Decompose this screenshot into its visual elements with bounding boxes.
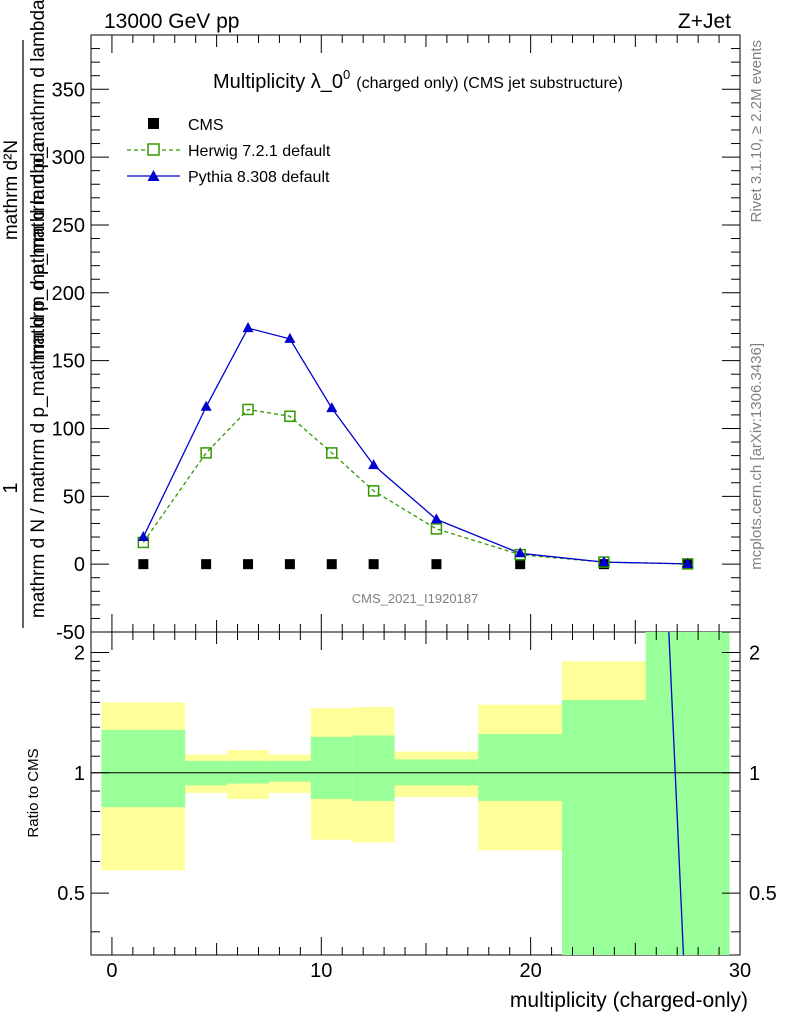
ratio-band-inner-7 (478, 734, 563, 801)
ratio-tick-label: 0.5 (57, 883, 85, 905)
legend-pythia-label: Pythia 8.308 default (188, 169, 330, 186)
y-tick-label: 50 (63, 486, 85, 508)
pythia-point (284, 332, 296, 343)
y-label-top: 1 (0, 482, 22, 493)
ratio-tick-label: 2 (74, 642, 85, 664)
ratio-tick-label-right: 2 (749, 642, 760, 664)
x-tick-label: 20 (520, 960, 542, 982)
pythia-point (682, 557, 694, 568)
pythia-point (430, 513, 442, 524)
herwig-point (200, 447, 212, 459)
ratio-bands (91, 631, 740, 956)
ratio-band-inner-9 (645, 632, 730, 955)
legend-herwig-label: Herwig 7.2.1 default (188, 143, 331, 160)
y-tick-label: 100 (52, 418, 85, 440)
herwig-point (367, 485, 380, 497)
legend-cms-label: CMS (188, 117, 224, 134)
y-label-denominator: mathrm d N / mathrm d p_mathrm d p_mathr… (28, 141, 49, 618)
y-tick-label: -50 (56, 622, 85, 644)
pythia-point (137, 531, 149, 542)
cms-point (368, 559, 379, 570)
legend-cms-marker (148, 118, 159, 129)
y-tick-label: 300 (52, 147, 85, 169)
y-tick-label: 200 (52, 283, 85, 305)
pythia-point (368, 459, 380, 470)
pythia-line (142, 327, 688, 565)
ratio-band-inner-4 (310, 736, 353, 799)
ratio-tick-label: 1 (74, 763, 85, 785)
pythia-point (242, 322, 254, 333)
ratio-tick-label-right: 0.5 (749, 883, 777, 905)
pythia-point (514, 547, 526, 558)
analysis-watermark: CMS_2021_I1920187 (352, 591, 479, 606)
cms-point (284, 559, 295, 570)
ratio-band-inner-0 (101, 729, 186, 808)
y-label-numerator-a: mathrm d²N (1, 140, 22, 240)
cms-point (243, 559, 254, 570)
ratio-band-inner-2 (227, 761, 269, 784)
ratio-y-label: Ratio to CMS (25, 748, 42, 837)
herwig-point (242, 403, 254, 416)
legend-herwig-marker (147, 143, 160, 156)
mcplots-info: mcplots.cern.ch [arXiv:1306.3436] (748, 343, 765, 570)
legend-pythia-marker (147, 170, 160, 181)
y-tick-label: 0 (74, 554, 85, 576)
x-tick-label: 0 (106, 960, 117, 982)
cms-point (326, 559, 337, 570)
herwig-point (284, 410, 296, 423)
ratio-plot-frame (90, 631, 741, 956)
pythia-point (598, 556, 610, 567)
ratio-pythia-line (668, 631, 685, 956)
ratio-tick-label-right: 1 (749, 763, 760, 785)
herwig-line (142, 408, 688, 565)
herwig-point (326, 447, 338, 459)
y-tick-label: 350 (52, 79, 85, 101)
x-axis-label: multiplicity (charged-only) (510, 989, 748, 1012)
legend: CMS Herwig 7.2.1 default Pythia 8.308 de… (127, 117, 331, 186)
cms-point (138, 559, 149, 570)
ratio-band-inner-3 (268, 761, 311, 782)
header-right: Z+Jet (678, 10, 731, 33)
cms-point (431, 559, 442, 570)
pythia-point (326, 402, 338, 413)
rivet-info: Rivet 3.1.10, ≥ 2.2M events (748, 40, 765, 223)
series-layer (137, 322, 694, 570)
y-tick-label: 150 (52, 351, 85, 373)
x-tick-label: 10 (310, 960, 332, 982)
y-axis-label: 1 mathrm d N / mathrm d p_mathrm d p_mat… (0, 0, 49, 628)
pythia-point (200, 400, 212, 411)
ratio-band-inner-5 (352, 735, 395, 801)
main-axis-ticks: -50 0 50 100 150 200 250 300 350 0 10 20 30 (52, 35, 751, 982)
cms-point (201, 559, 212, 570)
ratio-axis-ticks: 0.5 0.5 1 1 2 2 (57, 642, 777, 933)
y-label-numerator-b: mathrm d p_mathrm d p_mathrm d lambda (28, 0, 49, 361)
ratio-band-inner-8 (562, 700, 646, 955)
header-left: 13000 GeV pp (104, 10, 239, 33)
chart-title: Multiplicity λ_00(charged only) (CMS jet… (213, 67, 623, 93)
y-tick-label: 250 (52, 215, 85, 237)
x-tick-label: 30 (729, 960, 751, 982)
cms-point (515, 559, 526, 570)
herwig-point (430, 523, 443, 535)
